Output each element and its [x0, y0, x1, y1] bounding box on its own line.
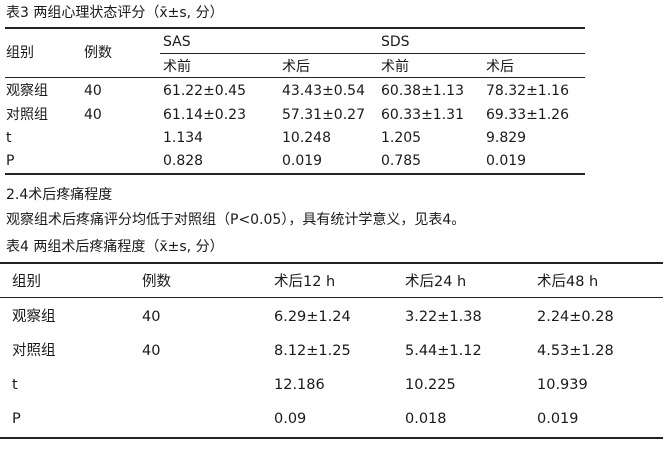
table3-cell: 57.31±0.27	[282, 107, 365, 123]
table4-header-cell: 术后48 h	[537, 274, 599, 290]
table3-cell: 60.33±1.31	[381, 107, 464, 123]
table4-caption: 表4 两组术后疼痛程度（x̄±s, 分）	[6, 239, 224, 255]
table3-header-group: 组别	[6, 45, 34, 61]
table4-cell: t	[12, 377, 18, 393]
section-heading: 2.4术后疼痛程度	[6, 187, 113, 203]
table4-cell: 0.018	[405, 411, 447, 427]
table3-header-count: 例数	[84, 45, 112, 61]
table3-header-rule	[5, 77, 585, 78]
table3-cell: 9.829	[486, 130, 527, 146]
table4-bottom-rule	[0, 437, 663, 439]
table4-cell: 4.53±1.28	[537, 343, 614, 359]
table3-cell: 0.019	[282, 153, 323, 169]
table3-cell: 0.828	[163, 153, 204, 169]
table3-header-sas: SAS	[163, 34, 191, 50]
table3-subheader: 术后	[282, 59, 310, 75]
table4-top-rule	[0, 262, 663, 264]
table4-cell: 对照组	[12, 343, 56, 359]
table4-cell: 0.09	[274, 411, 307, 427]
table3-cell: 61.22±0.45	[163, 83, 246, 99]
table3-cell: 78.32±1.16	[486, 83, 569, 99]
table3-subheader: 术前	[381, 59, 409, 75]
table3-cell: t	[6, 130, 12, 146]
table3-cell: 1.205	[381, 130, 422, 146]
table4-cell: 5.44±1.12	[405, 343, 482, 359]
table3-bottom-rule	[5, 173, 585, 175]
table3-subheader: 术前	[163, 59, 191, 75]
table3-cell: 0.785	[381, 153, 422, 169]
table4-cell: 2.24±0.28	[537, 309, 614, 325]
table3-cell: 43.43±0.54	[282, 83, 365, 99]
table3-subheader: 术后	[486, 59, 514, 75]
table4-cell: 8.12±1.25	[274, 343, 351, 359]
table4-header-rule	[0, 297, 663, 298]
table4-cell: 观察组	[12, 309, 56, 325]
table4-header-cell: 术后12 h	[274, 274, 336, 290]
section-paragraph: 观察组术后疼痛评分均低于对照组（P<0.05），具有统计学意义，见表4。	[6, 212, 466, 228]
table3-cell: 40	[84, 107, 102, 123]
table4-cell: 40	[142, 343, 161, 359]
table4-cell: 40	[142, 309, 161, 325]
table4-header-cell: 例数	[142, 274, 171, 290]
table3-caption: 表3 两组心理状态评分（x̄±s, 分）	[6, 5, 224, 21]
table3-cell: 1.134	[163, 130, 204, 146]
table4-header-cell: 组别	[12, 274, 41, 290]
table4-cell: 10.225	[405, 377, 456, 393]
table4-header-cell: 术后24 h	[405, 274, 467, 290]
table4-cell: P	[12, 411, 21, 427]
table4-cell: 6.29±1.24	[274, 309, 351, 325]
table4-cell: 12.186	[274, 377, 325, 393]
table3-top-rule	[5, 27, 585, 29]
table3-cell: 10.248	[282, 130, 331, 146]
table3-cell: 60.38±1.13	[381, 83, 464, 99]
table3-cell: 对照组	[6, 107, 48, 123]
table3-cell: 61.14±0.23	[163, 107, 246, 123]
table3-header-sds: SDS	[381, 34, 410, 50]
table3-cell: 69.33±1.26	[486, 107, 569, 123]
table4-cell: 10.939	[537, 377, 588, 393]
table4-cell: 0.019	[537, 411, 579, 427]
table3-cell: 0.019	[486, 153, 527, 169]
table3-span-rule	[160, 53, 585, 54]
table4-cell: 3.22±1.38	[405, 309, 482, 325]
table3-cell: 40	[84, 83, 102, 99]
table3-cell: P	[6, 153, 15, 169]
table3-cell: 观察组	[6, 83, 48, 99]
